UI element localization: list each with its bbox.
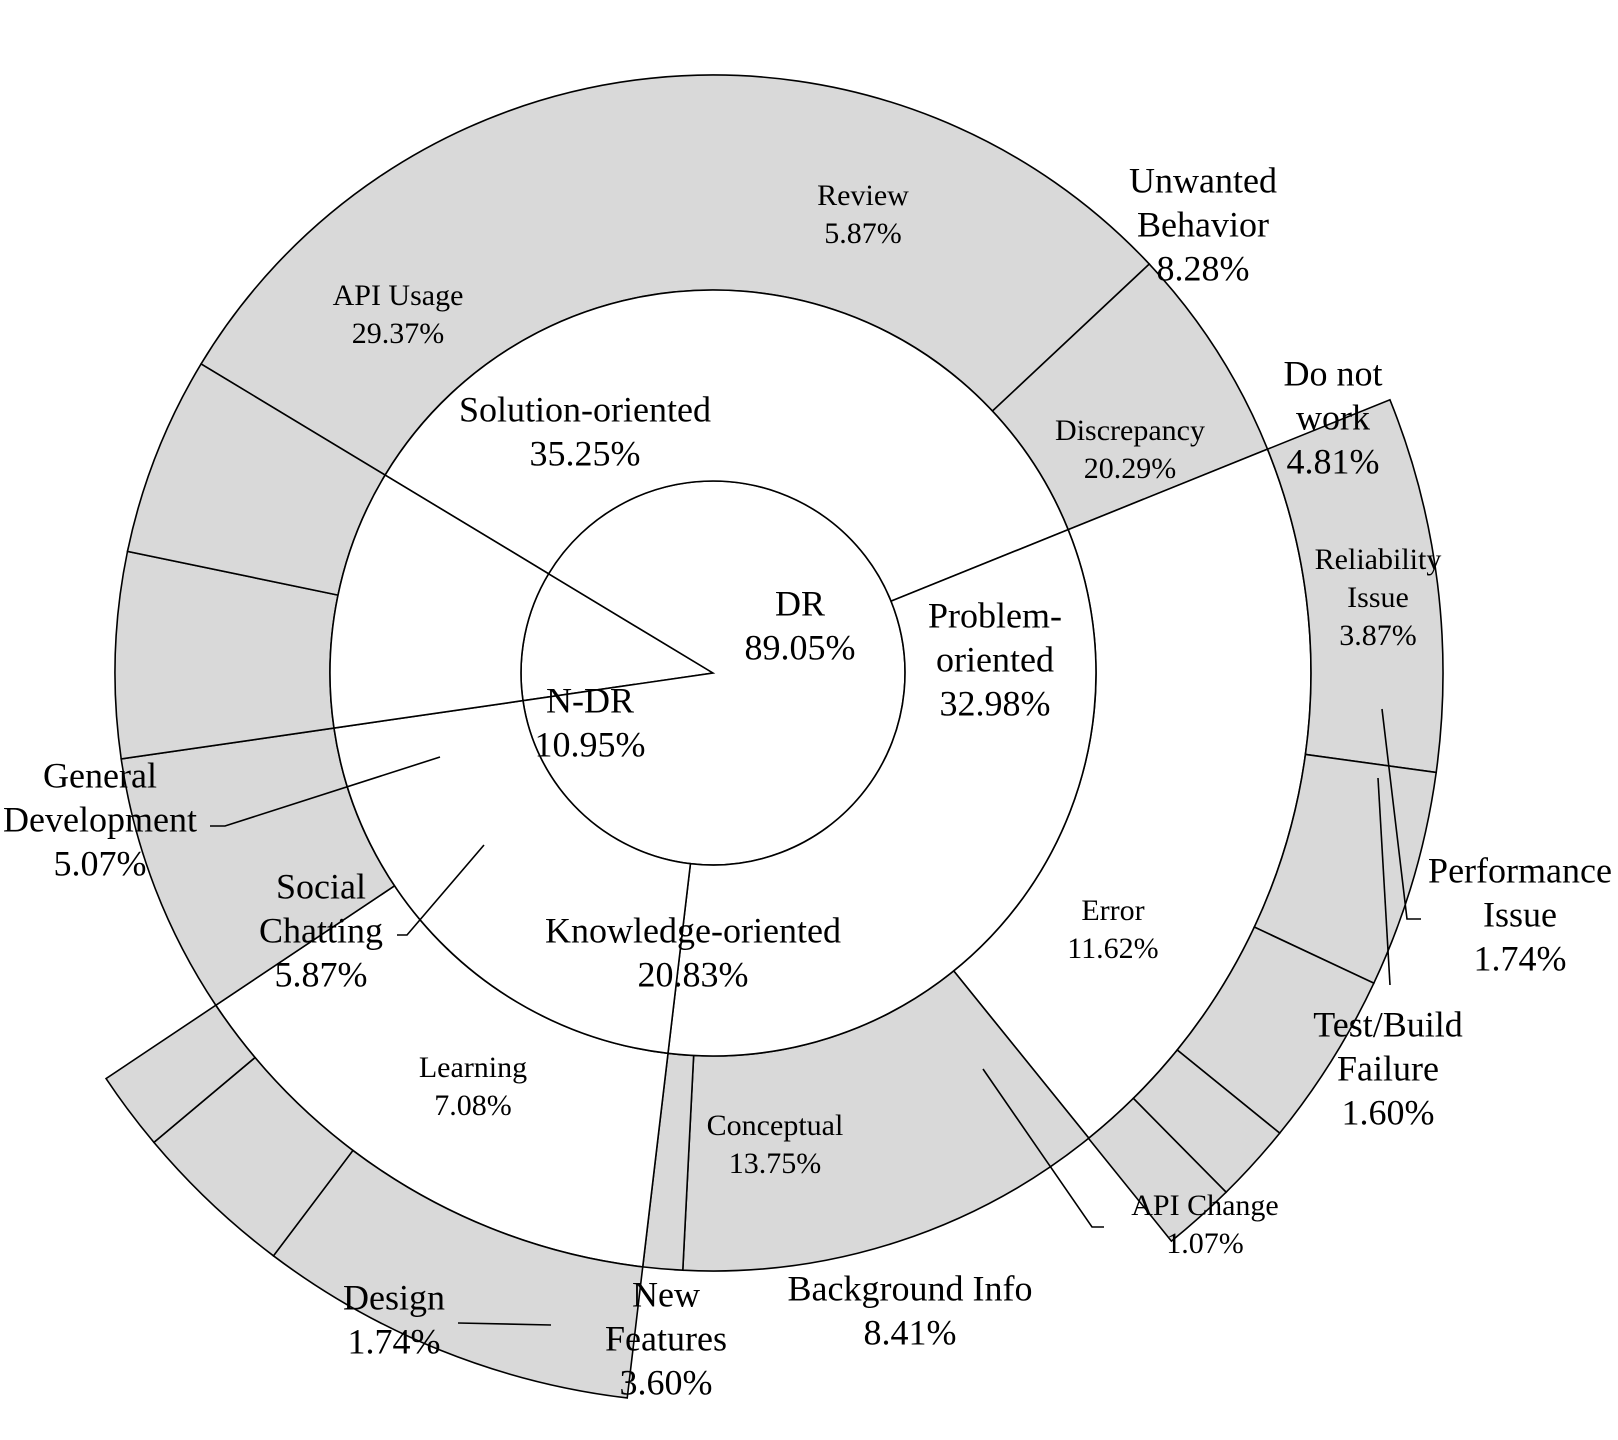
label-background-info: Background Info 8.41% — [788, 1268, 1033, 1352]
label-performance-issue: Performance Issue 1.74% — [1428, 850, 1612, 978]
label-do-not-work: Do not work 4.81% — [1284, 353, 1383, 481]
label-problem-oriented: Problem-oriented 32.98% — [928, 595, 1062, 723]
label-test-build-failure: Test/Build Failure 1.60% — [1313, 1004, 1462, 1132]
label-social-chatting: Social Chatting 5.87% — [259, 866, 383, 994]
label-api-change: API Change 1.07% — [1131, 1189, 1278, 1260]
